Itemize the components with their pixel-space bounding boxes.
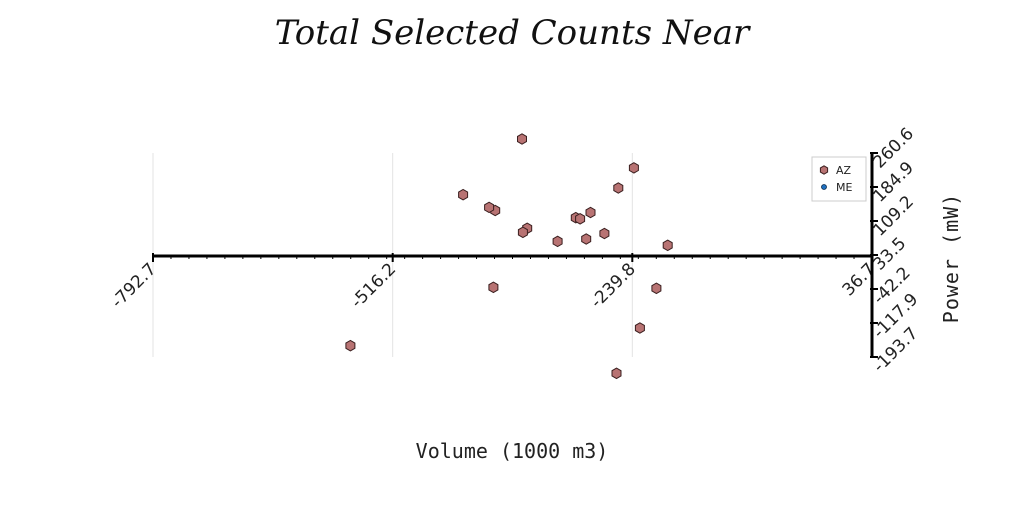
data-point-az (581, 233, 592, 245)
legend-marker-me (821, 184, 827, 190)
legend-marker-az (819, 165, 829, 175)
data-point-az (345, 339, 356, 352)
data-point-az (517, 133, 527, 145)
data-point-az (634, 322, 645, 334)
data-point-az (458, 188, 469, 201)
legend-box (811, 156, 867, 202)
data-point-az (517, 226, 528, 239)
data-point-az (628, 162, 639, 174)
y-axis-label: Power (mW) (939, 193, 963, 323)
data-point-az (585, 206, 596, 219)
data-point-az (599, 227, 610, 240)
legend: AZ ME (811, 156, 867, 202)
legend-label-me: ME (836, 181, 852, 194)
data-point-az (651, 282, 662, 295)
data-point-az (662, 239, 673, 252)
data-point-az (611, 367, 622, 380)
data-points (345, 133, 673, 380)
axes: -792.7 -516.2 -239.8 36.7260.6184.9109.233.… (108, 124, 923, 377)
legend-label-az: AZ (836, 164, 852, 177)
data-point-az (488, 281, 499, 294)
data-point-az (484, 201, 495, 214)
x-axis-label: Volume (1000 m3) (416, 439, 609, 463)
data-point-az (552, 235, 563, 248)
data-point-az (575, 213, 586, 225)
chart-title: Total Selected Counts Near (275, 13, 751, 53)
data-point-az (613, 182, 624, 194)
